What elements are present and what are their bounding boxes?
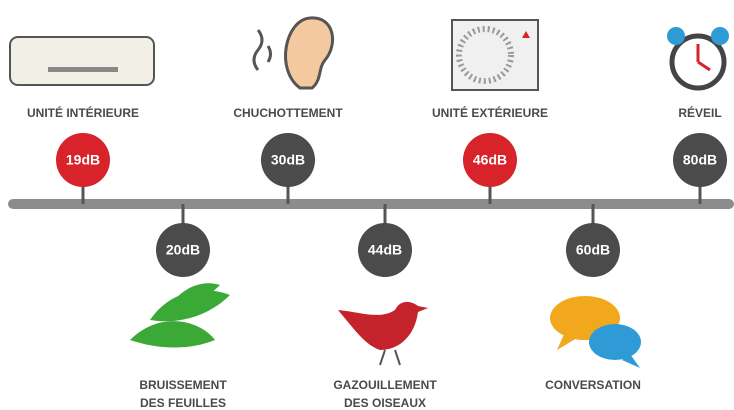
timeline-diagram: 19dB UNITÉ INTÉRIEURE 20dB BRUISSEMENT DES F… xyxy=(0,0,734,410)
outdoor-unit-icon xyxy=(452,20,538,90)
item-label: CONVERSATION xyxy=(545,378,641,392)
leaves-icon xyxy=(130,283,230,347)
item-label: BRUISSEMENT xyxy=(139,378,227,392)
level-label: 60dB xyxy=(576,242,610,258)
item-label: DES FEUILLES xyxy=(140,396,226,410)
item-label: GAZOUILLEMENT xyxy=(333,378,437,392)
timeline-bar xyxy=(8,199,734,209)
ear-icon xyxy=(254,18,333,88)
item-label: CHUCHOTTEMENT xyxy=(233,106,343,120)
level-label: 44dB xyxy=(368,242,402,258)
level-label: 46dB xyxy=(473,152,507,168)
item-label: RÉVEIL xyxy=(678,105,721,120)
level-label: 80dB xyxy=(683,152,717,168)
item-label: UNITÉ INTÉRIEURE xyxy=(27,105,139,120)
item-label: DES OISEAUX xyxy=(344,396,426,410)
alarm-clock-icon xyxy=(667,27,729,88)
indoor-unit-icon xyxy=(10,37,154,85)
level-label: 19dB xyxy=(66,152,100,168)
bird-icon xyxy=(338,302,428,365)
level-label: 30dB xyxy=(271,152,305,168)
item-label: UNITÉ EXTÉRIEURE xyxy=(432,105,548,120)
conversation-icon xyxy=(550,296,641,368)
level-label: 20dB xyxy=(166,242,200,258)
